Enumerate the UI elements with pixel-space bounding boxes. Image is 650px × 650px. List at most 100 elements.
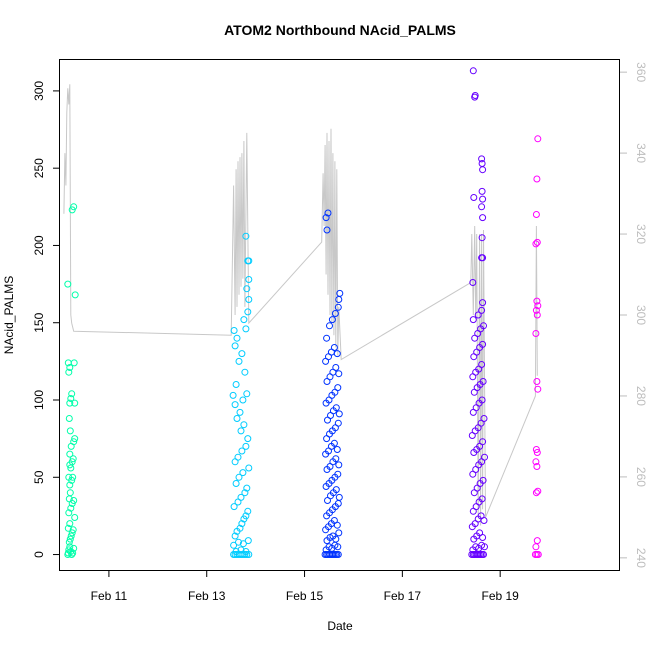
chart-title: ATOM2 Northbound NAcid_PALMS <box>224 22 456 38</box>
data-point <box>323 334 331 342</box>
data-point <box>236 524 244 532</box>
data-point <box>478 234 486 242</box>
data-point <box>231 342 239 350</box>
data-point <box>470 194 478 201</box>
data-point <box>229 391 237 399</box>
data-point <box>245 464 253 472</box>
data-point <box>233 415 241 422</box>
data-point <box>323 226 331 234</box>
data-point <box>242 442 250 450</box>
data-point <box>532 330 540 337</box>
y-tick-label: 250 <box>32 158 46 178</box>
data-point <box>326 322 333 330</box>
data-point <box>237 546 245 554</box>
data-point <box>479 476 487 484</box>
data-point <box>479 340 487 348</box>
data-point <box>532 489 540 497</box>
data-point <box>64 524 72 532</box>
data-point <box>532 446 540 453</box>
data-point <box>243 484 251 492</box>
data-point <box>244 308 252 316</box>
data-point <box>330 439 338 447</box>
data-point <box>533 311 541 319</box>
data-point <box>65 368 73 376</box>
data-point <box>332 364 340 371</box>
data-point <box>69 549 77 557</box>
data-point <box>335 493 343 501</box>
y-axis-label: NAcid_PALMS <box>2 276 16 354</box>
data-point <box>333 446 341 453</box>
data-point <box>334 551 342 558</box>
x-axis-label: Date <box>327 619 353 633</box>
data-point <box>230 503 238 511</box>
data-point <box>333 350 341 358</box>
data-point <box>244 537 252 545</box>
data-point <box>479 534 487 541</box>
data-point <box>474 311 482 319</box>
data-point <box>533 378 541 385</box>
data-point <box>231 401 239 409</box>
data-point <box>243 551 251 558</box>
y2-tick-label: 260 <box>634 467 648 487</box>
data-point <box>533 175 541 183</box>
data-point <box>478 155 486 163</box>
data-point <box>67 504 75 512</box>
data-point <box>533 463 541 470</box>
data-point <box>334 419 342 427</box>
data-point <box>240 316 248 324</box>
data-point <box>71 514 79 521</box>
data-point <box>479 214 487 222</box>
data-point <box>478 396 486 404</box>
y2-tick-label: 300 <box>634 305 648 325</box>
data-point <box>238 447 246 455</box>
data-point <box>322 214 330 222</box>
data-point <box>479 438 487 446</box>
y-tick-label: 100 <box>32 390 46 410</box>
data-point <box>236 408 244 416</box>
data-point <box>334 384 342 392</box>
data-point <box>65 473 73 481</box>
data-point <box>66 535 74 543</box>
data-point <box>70 203 78 211</box>
y-tick-label: 0 <box>32 551 46 558</box>
data-point <box>480 551 487 558</box>
data-point <box>244 435 252 443</box>
data-point <box>479 254 487 262</box>
data-point <box>335 529 343 537</box>
data-point <box>334 470 342 478</box>
data-point <box>241 551 249 558</box>
y2-axis: 240 260 280 300 320 340 360 <box>620 62 648 568</box>
data-point <box>532 240 540 248</box>
data-point <box>66 450 74 458</box>
data-point <box>235 473 243 481</box>
data-point <box>65 415 73 422</box>
x-tick-label: Feb 15 <box>286 589 324 603</box>
data-point <box>533 238 541 246</box>
scatter-group <box>229 232 253 558</box>
data-point <box>532 211 540 218</box>
data-point <box>478 306 486 314</box>
data-point <box>233 334 241 342</box>
data-point <box>237 493 245 501</box>
data-point <box>66 399 74 407</box>
data-point <box>478 203 486 211</box>
data-point <box>70 359 78 367</box>
data-point <box>68 551 76 558</box>
data-point <box>239 540 247 548</box>
data-point <box>66 427 74 435</box>
data-point <box>480 517 488 524</box>
x-axis: Feb 11 Feb 13 Feb 15 Feb 17 Feb 19 <box>91 570 519 603</box>
x-tick-label: Feb 19 <box>481 589 519 603</box>
data-point <box>67 395 75 402</box>
data-point <box>478 160 486 167</box>
plot-area <box>63 67 542 558</box>
data-point <box>245 276 253 283</box>
y2-tick-label: 340 <box>634 143 648 163</box>
data-point <box>478 495 486 503</box>
data-point <box>332 486 340 494</box>
data-point <box>532 458 540 466</box>
data-point <box>245 257 253 265</box>
data-point <box>532 306 540 314</box>
data-point <box>237 427 245 435</box>
